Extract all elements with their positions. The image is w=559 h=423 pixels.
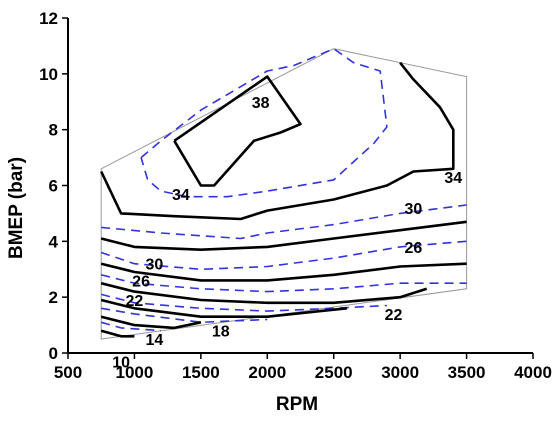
y-axis-title: BMEP (bar) [6,157,27,259]
contour-label-30: 30 [145,257,163,274]
contour-label-18: 18 [212,324,230,341]
contour-label-10: 10 [112,354,130,371]
x-tick-label-3500: 3500 [448,363,486,382]
contour-line-dashed-11 [101,307,268,324]
y-tick-label-4: 4 [49,232,59,251]
y-tick-label-0: 0 [49,344,58,363]
x-tick-label-3000: 3000 [381,363,419,382]
contour-line-18 [100,298,348,319]
y-tick-label-12: 12 [39,9,58,28]
y-tick-label-2: 2 [49,288,58,307]
x-tick-label-4000: 4000 [514,363,552,382]
x-tick-label-500: 500 [54,363,82,382]
contour-line-dashed-13 [100,321,162,332]
contour-line-30 [100,220,467,251]
contour-line-14 [100,315,202,330]
contour-line-26 [100,262,467,282]
contour-line-dashed-7 [101,274,467,293]
data-boundary [100,48,468,340]
boundary-line [100,48,468,340]
contour-lines [100,47,467,338]
contour-label-22: 22 [385,307,403,324]
x-tick-label-2000: 2000 [248,363,286,382]
contour-line-dashed-1 [140,47,388,198]
contour-label-26: 26 [132,273,150,290]
x-tick-label-2500: 2500 [315,363,353,382]
contour-line-dashed-5 [100,240,467,271]
y-tick-label-6: 6 [49,177,58,196]
contour-line-34 [100,61,455,221]
x-tick-label-1500: 1500 [182,363,220,382]
contour-line-22 [100,281,428,305]
contour-label-14: 14 [145,332,163,349]
contour-label-30: 30 [405,201,423,218]
contour-label-22: 22 [126,293,144,310]
axes: 500 1000 1500 2000 2500 3000 3500 4000 0 2 4 6 8 10 12 [39,9,552,382]
contour-label-34: 34 [172,187,190,204]
contour-line-10 [100,329,135,338]
contour-line-38 [173,75,302,187]
contour-label-26: 26 [405,240,423,257]
y-tick-label-10: 10 [39,65,58,84]
contour-label-38: 38 [252,95,270,112]
y-tick-label-8: 8 [49,121,58,140]
x-tick-label-1000: 1000 [116,363,154,382]
contour-line-dashed-3 [101,204,467,240]
contour-label-34: 34 [444,170,462,187]
x-axis-title: RPM [276,394,318,415]
